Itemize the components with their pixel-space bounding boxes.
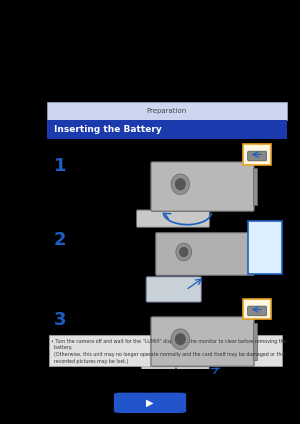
Text: 3: 3 [54,312,66,329]
FancyBboxPatch shape [46,102,286,120]
Text: Preparation: Preparation [146,108,187,114]
FancyBboxPatch shape [151,317,254,366]
FancyBboxPatch shape [243,145,271,165]
Text: • Turn the camera off and wait for the “LUMIX” display on the monitor to clear b: • Turn the camera off and wait for the “… [51,339,287,344]
FancyBboxPatch shape [248,306,267,316]
FancyBboxPatch shape [243,299,271,319]
FancyBboxPatch shape [253,323,257,360]
FancyBboxPatch shape [151,162,254,211]
Text: battery.: battery. [51,346,73,350]
Circle shape [179,247,188,257]
Text: 1: 1 [54,156,66,175]
FancyBboxPatch shape [46,120,286,139]
Circle shape [175,178,186,190]
Circle shape [171,174,190,195]
Circle shape [171,329,190,349]
FancyBboxPatch shape [156,233,254,276]
Text: 2: 2 [54,232,66,249]
Text: ▶: ▶ [146,398,154,408]
Text: (Otherwise, this unit may no longer operate normally and the card itself may be : (Otherwise, this unit may no longer oper… [51,352,285,357]
FancyBboxPatch shape [114,393,186,413]
FancyBboxPatch shape [49,335,282,366]
Text: Inserting the Battery: Inserting the Battery [54,125,161,134]
Circle shape [175,333,186,345]
FancyBboxPatch shape [248,151,267,161]
FancyBboxPatch shape [141,365,209,381]
FancyBboxPatch shape [253,238,257,270]
FancyBboxPatch shape [248,220,282,274]
Circle shape [176,243,192,261]
FancyBboxPatch shape [146,277,201,302]
Text: recorded pictures may be lost.): recorded pictures may be lost.) [51,359,129,364]
FancyBboxPatch shape [136,210,209,227]
FancyBboxPatch shape [253,168,257,205]
